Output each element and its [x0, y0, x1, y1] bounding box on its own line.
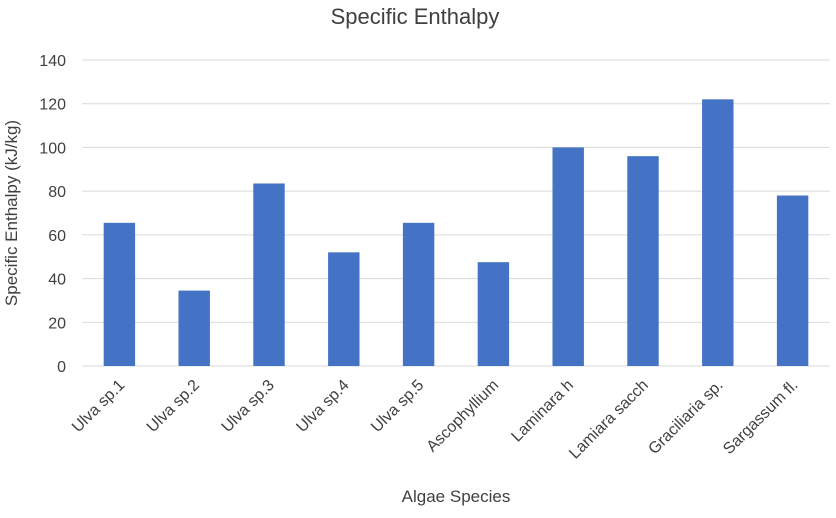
x-tick-label: Ulva sp.3: [219, 377, 278, 436]
bar-ulva-sp-3: [253, 183, 285, 366]
y-tick-label: 40: [48, 272, 66, 289]
x-axis-label: Algae Species: [402, 487, 511, 506]
x-tick-label: Ulva sp.4: [293, 377, 352, 436]
x-tick-label: Ulva sp.5: [368, 377, 427, 436]
y-axis-label: Specific Enthalpy (kJ/kg): [2, 120, 21, 306]
x-axis-ticks: Ulva sp.1 Ulva sp.2 Ulva sp.3 Ulva sp.4 Ulva…: [69, 377, 801, 463]
y-tick-label: 120: [39, 97, 66, 114]
x-tick-label: Lamiara sacch: [566, 377, 652, 463]
bars: [103, 99, 809, 366]
x-tick-label: Ulva sp.2: [144, 377, 203, 436]
bar-ulva-sp-1: [103, 222, 136, 366]
bar-ulva-sp-4: [328, 252, 360, 366]
bar-graciliaria-sp: [702, 99, 734, 366]
bar-lamiara-sacch: [627, 156, 659, 366]
x-tick-label: Sargassum fl.: [720, 377, 801, 458]
y-tick-label: 0: [57, 359, 66, 376]
x-tick-label: Ulva sp.1: [69, 377, 128, 436]
y-tick-label: 100: [39, 140, 66, 157]
bar-laminara-h: [552, 147, 584, 366]
y-tick-label: 60: [48, 228, 66, 245]
x-tick-label: Graciliaria sp.: [645, 377, 726, 458]
y-tick-label: 140: [39, 53, 66, 70]
x-tick-label: Laminara h: [508, 377, 577, 446]
y-tick-label: 20: [48, 315, 66, 332]
y-axis-ticks: 0 20 40 60 80 100 120 140: [39, 53, 66, 376]
bar-sargassum-fl: [776, 195, 809, 366]
x-tick-label: Ascophyllium: [424, 377, 503, 456]
bar-ulva-sp-5: [402, 222, 435, 366]
chart-title: Specific Enthalpy: [331, 4, 500, 29]
bar-ulva-sp-2: [178, 290, 210, 366]
bar-ascophyllium: [477, 262, 510, 366]
y-tick-label: 80: [48, 184, 66, 201]
